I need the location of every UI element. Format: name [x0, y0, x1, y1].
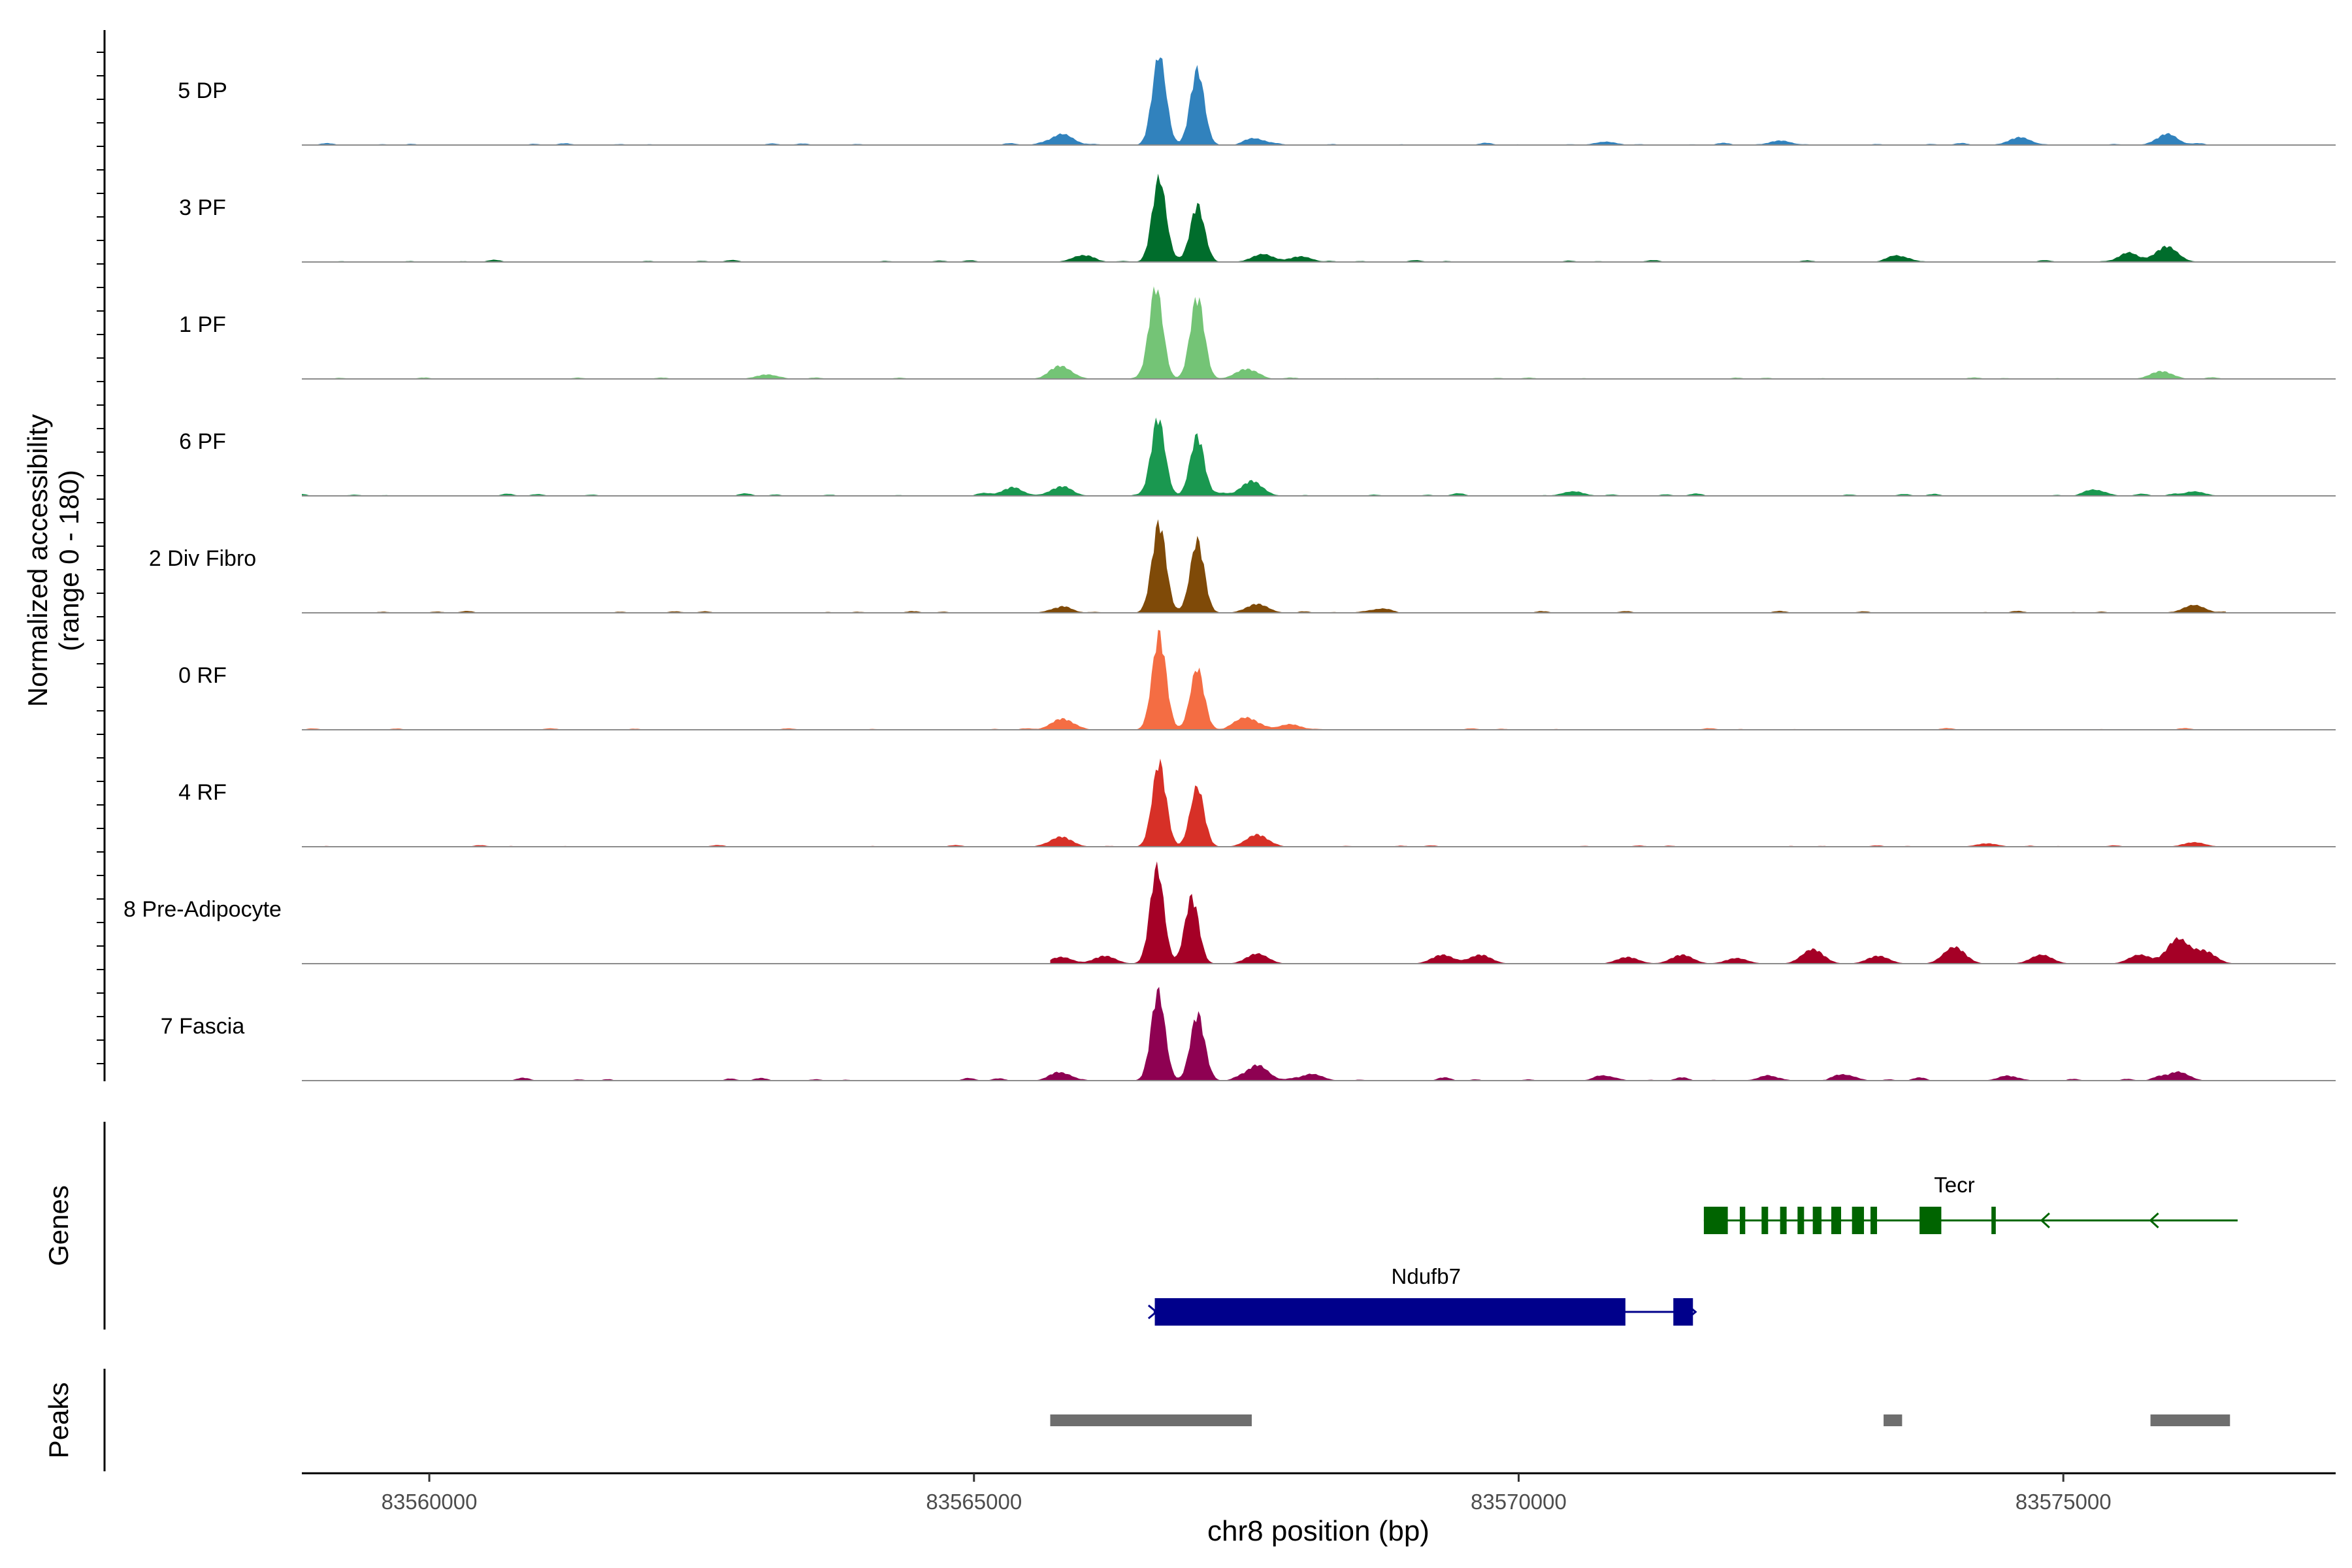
- gene-exon: [1812, 1207, 1821, 1234]
- gene-exon: [1870, 1207, 1878, 1234]
- gene-exon: [1852, 1207, 1865, 1234]
- track-label: 1 PF: [179, 312, 226, 337]
- gene-exon: [1739, 1207, 1746, 1234]
- gene-exon: [1797, 1207, 1805, 1234]
- gene-models: Tecr Ndufb7: [1147, 1173, 2238, 1326]
- coverage-track: 2 Div Fibro: [149, 519, 2336, 613]
- peak-region: [2150, 1414, 2230, 1426]
- track-label: 8 Pre-Adipocyte: [123, 897, 282, 922]
- coverage-area: [302, 519, 2227, 613]
- coverage-area: [1050, 861, 2238, 964]
- track-label: 4 RF: [178, 780, 227, 805]
- peaks-panel-label: Peaks: [43, 1382, 74, 1459]
- coverage-track: 4 RF: [178, 759, 2336, 847]
- x-tick-label: 83575000: [2016, 1490, 2112, 1514]
- coverage-area: [302, 286, 2227, 379]
- strand-arrow: [2040, 1212, 2050, 1229]
- coverage-area: [505, 987, 2238, 1081]
- peak-region: [1050, 1414, 1252, 1426]
- track-label: 5 DP: [178, 78, 227, 103]
- coverage-y-axis-range: (range 0 - 180): [54, 470, 84, 651]
- strand-arrow: [1687, 1304, 1697, 1320]
- coverage-track: 6 PF: [179, 417, 2336, 497]
- gene-model: Ndufb7: [1147, 1264, 1697, 1326]
- peak-regions: [1050, 1414, 2230, 1426]
- coverage-area: [302, 57, 2227, 145]
- x-axis-label: chr8 position (bp): [1207, 1515, 1429, 1547]
- gene-exon: [1154, 1298, 1625, 1326]
- peak-region: [1884, 1414, 1903, 1426]
- track-label: 2 Div Fibro: [149, 546, 256, 571]
- gene-label: Tecr: [1934, 1173, 1974, 1197]
- strand-arrow: [1147, 1304, 1158, 1320]
- coverage-track: 5 DP: [178, 57, 2336, 146]
- track-label: 7 Fascia: [161, 1014, 245, 1039]
- gene-exon: [1831, 1207, 1842, 1234]
- coverage-area: [302, 630, 2227, 730]
- gene-exon: [1780, 1207, 1787, 1234]
- track-label: 6 PF: [179, 429, 226, 454]
- strand-arrow: [2149, 1212, 2159, 1229]
- gene-exon: [1991, 1207, 1996, 1234]
- coverage-track: 0 RF: [178, 630, 2336, 730]
- track-label: 3 PF: [179, 195, 226, 220]
- coverage-tracks: 5 DP 3 PF 1 PF 6 PF 2 Div Fibro 0 RF 4 RF 8 Pre…: [123, 57, 2336, 1081]
- gene-exon: [1919, 1207, 1942, 1234]
- coverage-track: 7 Fascia: [161, 987, 2336, 1081]
- gene-exon: [1673, 1298, 1693, 1326]
- coverage-track: 8 Pre-Adipocyte: [123, 861, 2336, 964]
- gene-model: Tecr: [1703, 1173, 2238, 1234]
- genes-panel-label: Genes: [43, 1185, 74, 1266]
- x-tick-label: 83570000: [1471, 1490, 1567, 1514]
- x-tick-label: 83565000: [926, 1490, 1022, 1514]
- coverage-area: [302, 173, 2227, 262]
- coverage-track: 1 PF: [179, 286, 2336, 380]
- gene-label: Ndufb7: [1392, 1264, 1461, 1288]
- track-label: 0 RF: [178, 663, 227, 688]
- x-tick-label: 83560000: [382, 1490, 478, 1514]
- coverage-y-axis-label: Normalized accessibility: [22, 414, 53, 707]
- coverage-y-axis-ticks: [97, 52, 105, 1064]
- coverage-area: [302, 759, 2227, 847]
- gene-exon: [1703, 1207, 1728, 1234]
- coverage-track: 3 PF: [179, 173, 2336, 263]
- coverage-area: [302, 417, 2238, 496]
- gene-exon: [1761, 1207, 1769, 1234]
- x-axis-ticks: 83560000 83565000 83570000 83575000: [382, 1473, 2112, 1514]
